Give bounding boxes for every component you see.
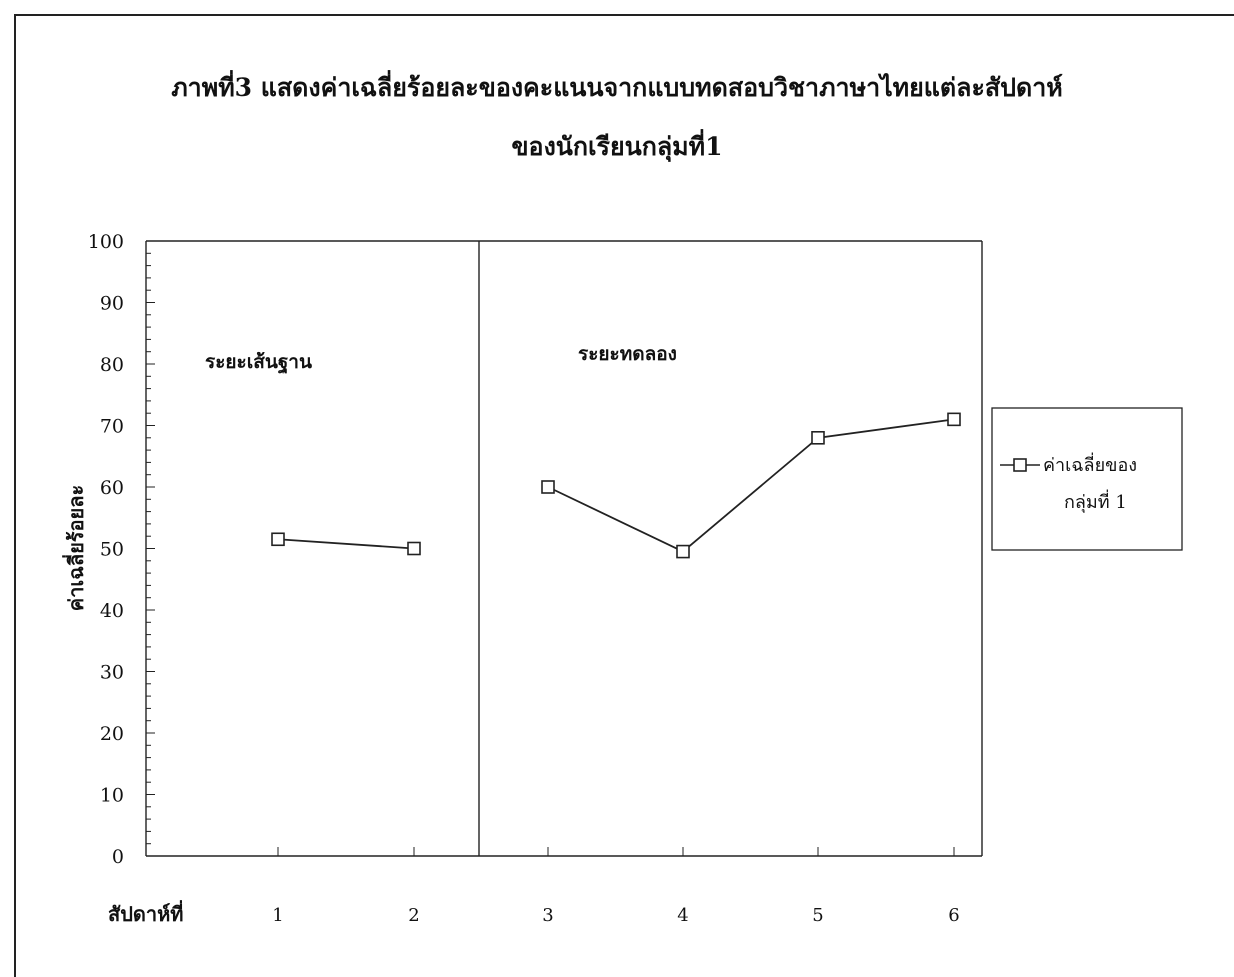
chart-frame: [14, 14, 1234, 977]
phase-label: ระยะเส้นฐาน: [205, 351, 312, 375]
x-tick-label: 5: [812, 905, 823, 926]
data-point-marker: [407, 541, 421, 556]
y-tick-label: 30: [100, 662, 124, 684]
y-tick-label: 90: [100, 293, 124, 315]
data-point-marker: [947, 412, 961, 427]
y-tick-label: 40: [100, 600, 124, 622]
data-point-marker: [541, 480, 555, 494]
y-tick-label: 80: [100, 354, 124, 376]
x-tick-label: 4: [677, 905, 688, 926]
x-tick-label: 2: [408, 905, 419, 926]
x-tick-label: 3: [542, 905, 553, 926]
data-point-marker: [676, 544, 690, 559]
series-group: [271, 412, 961, 559]
x-axis-label: สัปดาห์ที่: [108, 899, 184, 926]
y-tick-labels: 0 10 20 30 40 50 60 70 80 90 100: [88, 231, 124, 868]
y-tick-label: 60: [100, 477, 124, 499]
y-tick-label: 20: [100, 723, 124, 745]
y-axis-label: ค่าเฉลี่ยร้อยละ: [61, 485, 88, 612]
series-line-segment: [547, 418, 955, 553]
chart-axes: [145, 240, 983, 857]
y-tick-label: 100: [88, 231, 124, 253]
legend-marker: [1013, 458, 1027, 472]
legend-label-line2: กลุ่มที่ 1: [1064, 489, 1127, 513]
y-tick-label: 0: [112, 846, 124, 868]
data-point-marker: [271, 532, 285, 547]
phase-labels: ระยะเส้นฐาน ระยะทดลอง: [205, 343, 677, 375]
data-point-marker: [811, 430, 825, 445]
phase-label: ระยะทดลอง: [578, 343, 677, 365]
x-tick-labels: 1 2 3 4 5 6: [272, 905, 959, 926]
x-tick-label: 6: [948, 905, 959, 926]
legend-box: [991, 407, 1183, 551]
y-tick-label: 70: [100, 416, 124, 438]
legend-label-line1: ค่าเฉลี่ยของ: [1043, 452, 1137, 476]
x-tick-label: 1: [272, 905, 283, 926]
y-tick-label: 10: [100, 785, 124, 807]
chart-title: ภาพที่3 แสดงค่าเฉลี่ยร้อยละของคะแนนจากแบ…: [171, 73, 1063, 102]
y-tick-label: 50: [100, 539, 124, 561]
series-line-segment: [277, 538, 415, 550]
chart-subtitle: ของนักเรียนกลุ่มที่1: [511, 132, 723, 161]
